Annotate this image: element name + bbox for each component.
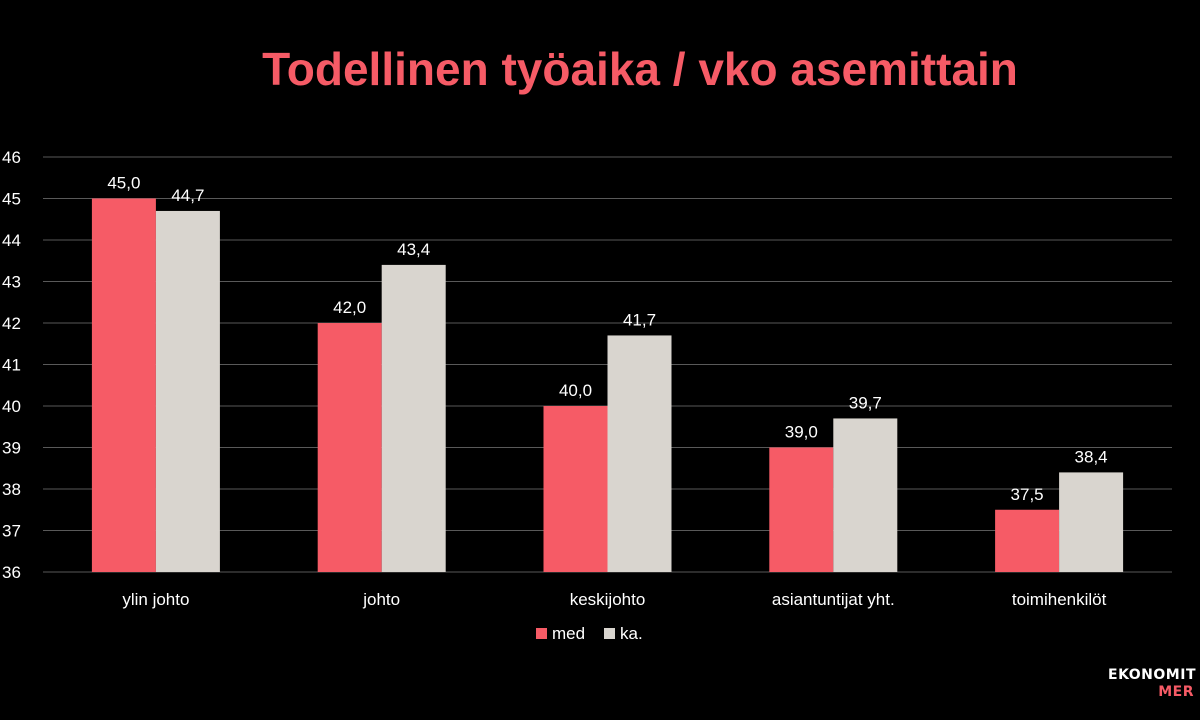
bar-med <box>543 406 608 572</box>
legend-label: ka. <box>620 624 643 643</box>
bar-ka <box>607 335 672 572</box>
x-tick-label: ylin johto <box>122 590 189 609</box>
x-tick-label: toimihenkilöt <box>1012 590 1107 609</box>
legend-label: med <box>552 624 585 643</box>
bar-med <box>317 323 382 572</box>
logo-line-1: EKONOMIT <box>1108 667 1196 683</box>
bar-med <box>995 509 1060 572</box>
data-label: 40,0 <box>559 381 592 400</box>
data-label: 44,7 <box>171 186 204 205</box>
bar-ka <box>833 418 898 572</box>
y-tick-label: 44 <box>2 231 21 250</box>
bar-med <box>91 198 156 572</box>
y-tick-label: 39 <box>2 439 21 458</box>
y-tick-label: 46 <box>2 148 21 167</box>
x-tick-label: keskijohto <box>570 590 646 609</box>
y-tick-label: 45 <box>2 190 21 209</box>
bar-ka <box>1059 472 1124 572</box>
ekonomit-logo: EKONOMIT MER <box>1108 667 1200 701</box>
data-label: 41,7 <box>623 310 656 329</box>
y-tick-label: 41 <box>2 356 21 375</box>
y-tick-label: 40 <box>2 397 21 416</box>
bar-med <box>769 447 834 572</box>
y-tick-label: 38 <box>2 480 21 499</box>
y-tick-label: 37 <box>2 522 21 541</box>
data-label: 45,0 <box>107 174 140 193</box>
data-label: 39,7 <box>849 393 882 412</box>
data-label: 38,4 <box>1075 447 1108 466</box>
bar-ka <box>381 264 446 572</box>
y-tick-label: 43 <box>2 273 21 292</box>
y-tick-label: 42 <box>2 314 21 333</box>
x-tick-label: asiantuntijat yht. <box>772 590 895 609</box>
logo-line-2: MER <box>1158 684 1194 700</box>
legend-swatch <box>604 628 615 639</box>
data-label: 43,4 <box>397 240 430 259</box>
y-tick-label: 36 <box>2 563 21 582</box>
data-label: 39,0 <box>785 423 818 442</box>
bar-ka <box>155 210 220 572</box>
legend-swatch <box>536 628 547 639</box>
chart-title: Todellinen työaika / vko asemittain <box>262 43 1018 95</box>
data-label: 37,5 <box>1011 485 1044 504</box>
x-tick-label: johto <box>362 590 400 609</box>
data-label: 42,0 <box>333 298 366 317</box>
